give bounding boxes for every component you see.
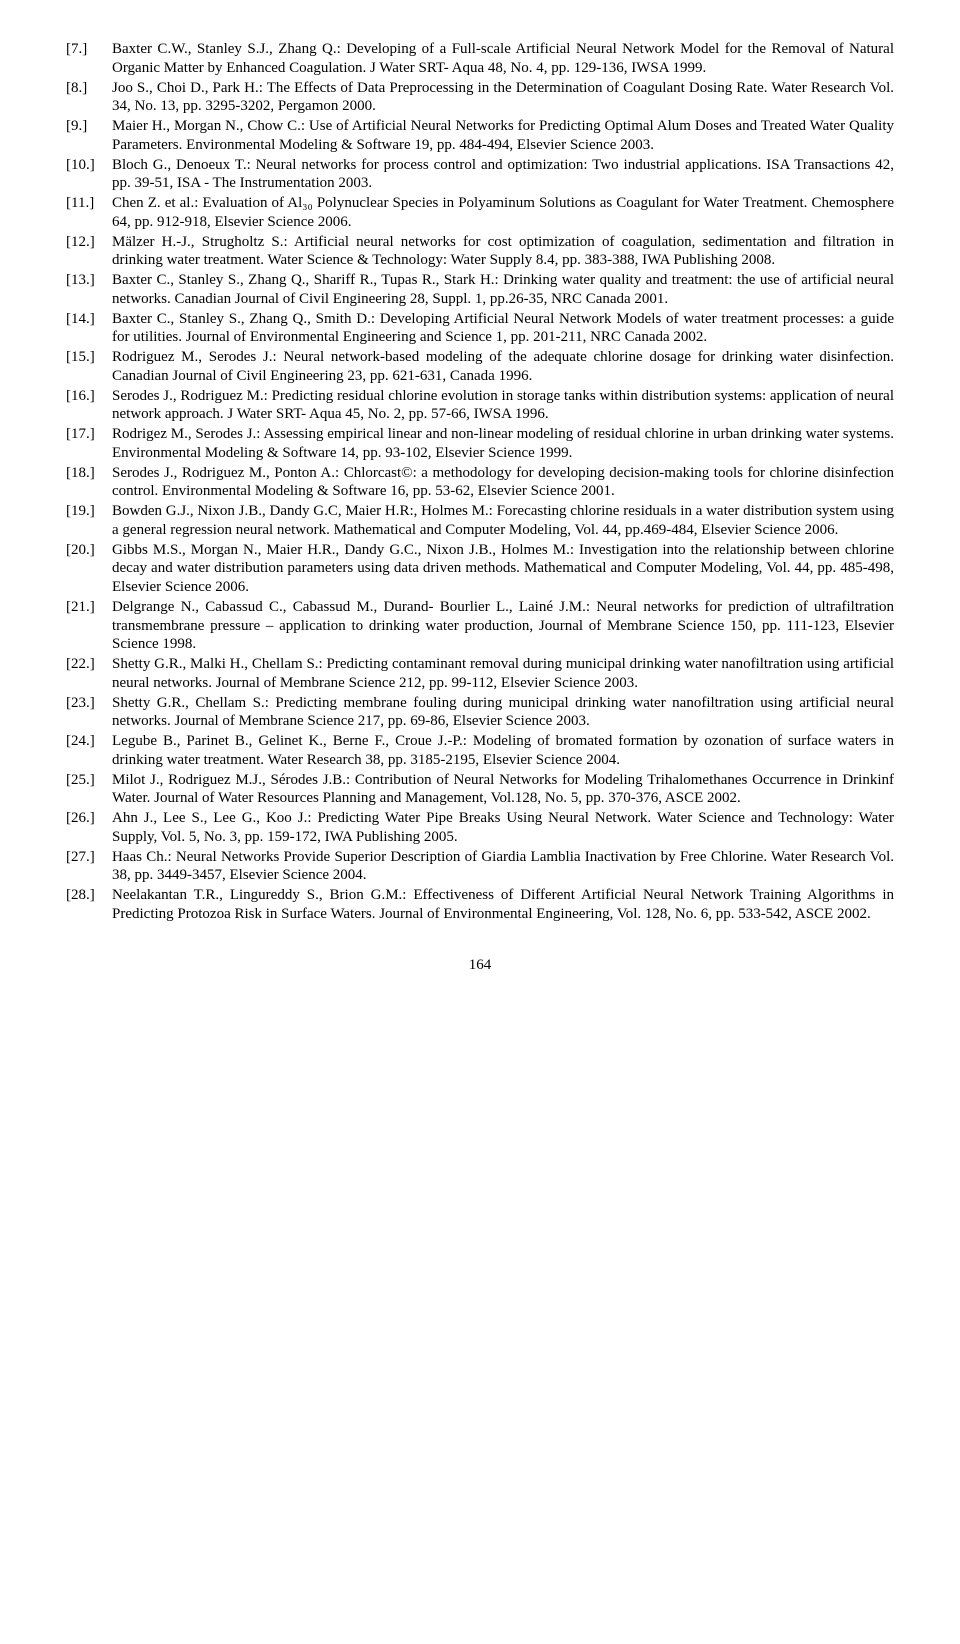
reference-number: [19.]: [66, 502, 112, 540]
reference-text: Gibbs M.S., Morgan N., Maier H.R., Dandy…: [112, 541, 894, 597]
reference-text: Chen Z. et al.: Evaluation of Al₃₀ Polyn…: [112, 194, 894, 232]
reference-number: [26.]: [66, 809, 112, 847]
reference-text: Baxter C., Stanley S., Zhang Q., Shariff…: [112, 271, 894, 309]
reference-text: Shetty G.R., Chellam S.: Predicting memb…: [112, 694, 894, 732]
reference-item: [11.]Chen Z. et al.: Evaluation of Al₃₀ …: [66, 194, 894, 232]
reference-text: Rodrigez M., Serodes J.: Assessing empir…: [112, 425, 894, 463]
reference-number: [13.]: [66, 271, 112, 309]
reference-number: [16.]: [66, 387, 112, 425]
reference-item: [15.]Rodriguez M., Serodes J.: Neural ne…: [66, 348, 894, 386]
reference-number: [24.]: [66, 732, 112, 770]
reference-number: [11.]: [66, 194, 112, 232]
reference-text: Neelakantan T.R., Lingureddy S., Brion G…: [112, 886, 894, 924]
reference-text: Mälzer H.-J., Strugholtz S.: Artificial …: [112, 233, 894, 271]
reference-text: Serodes J., Rodriguez M.: Predicting res…: [112, 387, 894, 425]
reference-item: [12.]Mälzer H.-J., Strugholtz S.: Artifi…: [66, 233, 894, 271]
reference-item: [24.]Legube B., Parinet B., Gelinet K., …: [66, 732, 894, 770]
reference-text: Joo S., Choi D., Park H.: The Effects of…: [112, 79, 894, 117]
reference-item: [17.]Rodrigez M., Serodes J.: Assessing …: [66, 425, 894, 463]
reference-text: Rodriguez M., Serodes J.: Neural network…: [112, 348, 894, 386]
reference-item: [28.]Neelakantan T.R., Lingureddy S., Br…: [66, 886, 894, 924]
reference-item: [19.]Bowden G.J., Nixon J.B., Dandy G.C,…: [66, 502, 894, 540]
reference-text: Ahn J., Lee S., Lee G., Koo J.: Predicti…: [112, 809, 894, 847]
reference-number: [28.]: [66, 886, 112, 924]
reference-item: [26.]Ahn J., Lee S., Lee G., Koo J.: Pre…: [66, 809, 894, 847]
reference-text: Baxter C.W., Stanley S.J., Zhang Q.: Dev…: [112, 40, 894, 78]
reference-number: [12.]: [66, 233, 112, 271]
page-number: 164: [66, 956, 894, 975]
reference-list: [7.]Baxter C.W., Stanley S.J., Zhang Q.:…: [66, 40, 894, 924]
reference-number: [15.]: [66, 348, 112, 386]
reference-number: [8.]: [66, 79, 112, 117]
reference-item: [27.]Haas Ch.: Neural Networks Provide S…: [66, 848, 894, 886]
reference-item: [7.]Baxter C.W., Stanley S.J., Zhang Q.:…: [66, 40, 894, 78]
reference-text: Delgrange N., Cabassud C., Cabassud M., …: [112, 598, 894, 654]
reference-number: [21.]: [66, 598, 112, 654]
reference-item: [22.]Shetty G.R., Malki H., Chellam S.: …: [66, 655, 894, 693]
reference-item: [10.]Bloch G., Denoeux T.: Neural networ…: [66, 156, 894, 194]
reference-number: [25.]: [66, 771, 112, 809]
reference-number: [17.]: [66, 425, 112, 463]
reference-text: Maier H., Morgan N., Chow C.: Use of Art…: [112, 117, 894, 155]
reference-item: [16.]Serodes J., Rodriguez M.: Predictin…: [66, 387, 894, 425]
reference-number: [14.]: [66, 310, 112, 348]
reference-text: Serodes J., Rodriguez M., Ponton A.: Chl…: [112, 464, 894, 502]
reference-text: Legube B., Parinet B., Gelinet K., Berne…: [112, 732, 894, 770]
reference-item: [25.]Milot J., Rodriguez M.J., Sérodes J…: [66, 771, 894, 809]
reference-text: Baxter C., Stanley S., Zhang Q., Smith D…: [112, 310, 894, 348]
reference-item: [8.]Joo S., Choi D., Park H.: The Effect…: [66, 79, 894, 117]
reference-number: [27.]: [66, 848, 112, 886]
reference-text: Milot J., Rodriguez M.J., Sérodes J.B.: …: [112, 771, 894, 809]
reference-text: Shetty G.R., Malki H., Chellam S.: Predi…: [112, 655, 894, 693]
reference-item: [9.]Maier H., Morgan N., Chow C.: Use of…: [66, 117, 894, 155]
reference-number: [9.]: [66, 117, 112, 155]
reference-text: Haas Ch.: Neural Networks Provide Superi…: [112, 848, 894, 886]
reference-item: [21.]Delgrange N., Cabassud C., Cabassud…: [66, 598, 894, 654]
reference-item: [14.]Baxter C., Stanley S., Zhang Q., Sm…: [66, 310, 894, 348]
reference-number: [23.]: [66, 694, 112, 732]
reference-item: [20.]Gibbs M.S., Morgan N., Maier H.R., …: [66, 541, 894, 597]
reference-item: [23.]Shetty G.R., Chellam S.: Predicting…: [66, 694, 894, 732]
reference-number: [10.]: [66, 156, 112, 194]
reference-number: [7.]: [66, 40, 112, 78]
reference-item: [13.]Baxter C., Stanley S., Zhang Q., Sh…: [66, 271, 894, 309]
reference-text: Bloch G., Denoeux T.: Neural networks fo…: [112, 156, 894, 194]
reference-text: Bowden G.J., Nixon J.B., Dandy G.C, Maie…: [112, 502, 894, 540]
reference-item: [18.]Serodes J., Rodriguez M., Ponton A.…: [66, 464, 894, 502]
reference-number: [20.]: [66, 541, 112, 597]
reference-number: [22.]: [66, 655, 112, 693]
reference-number: [18.]: [66, 464, 112, 502]
